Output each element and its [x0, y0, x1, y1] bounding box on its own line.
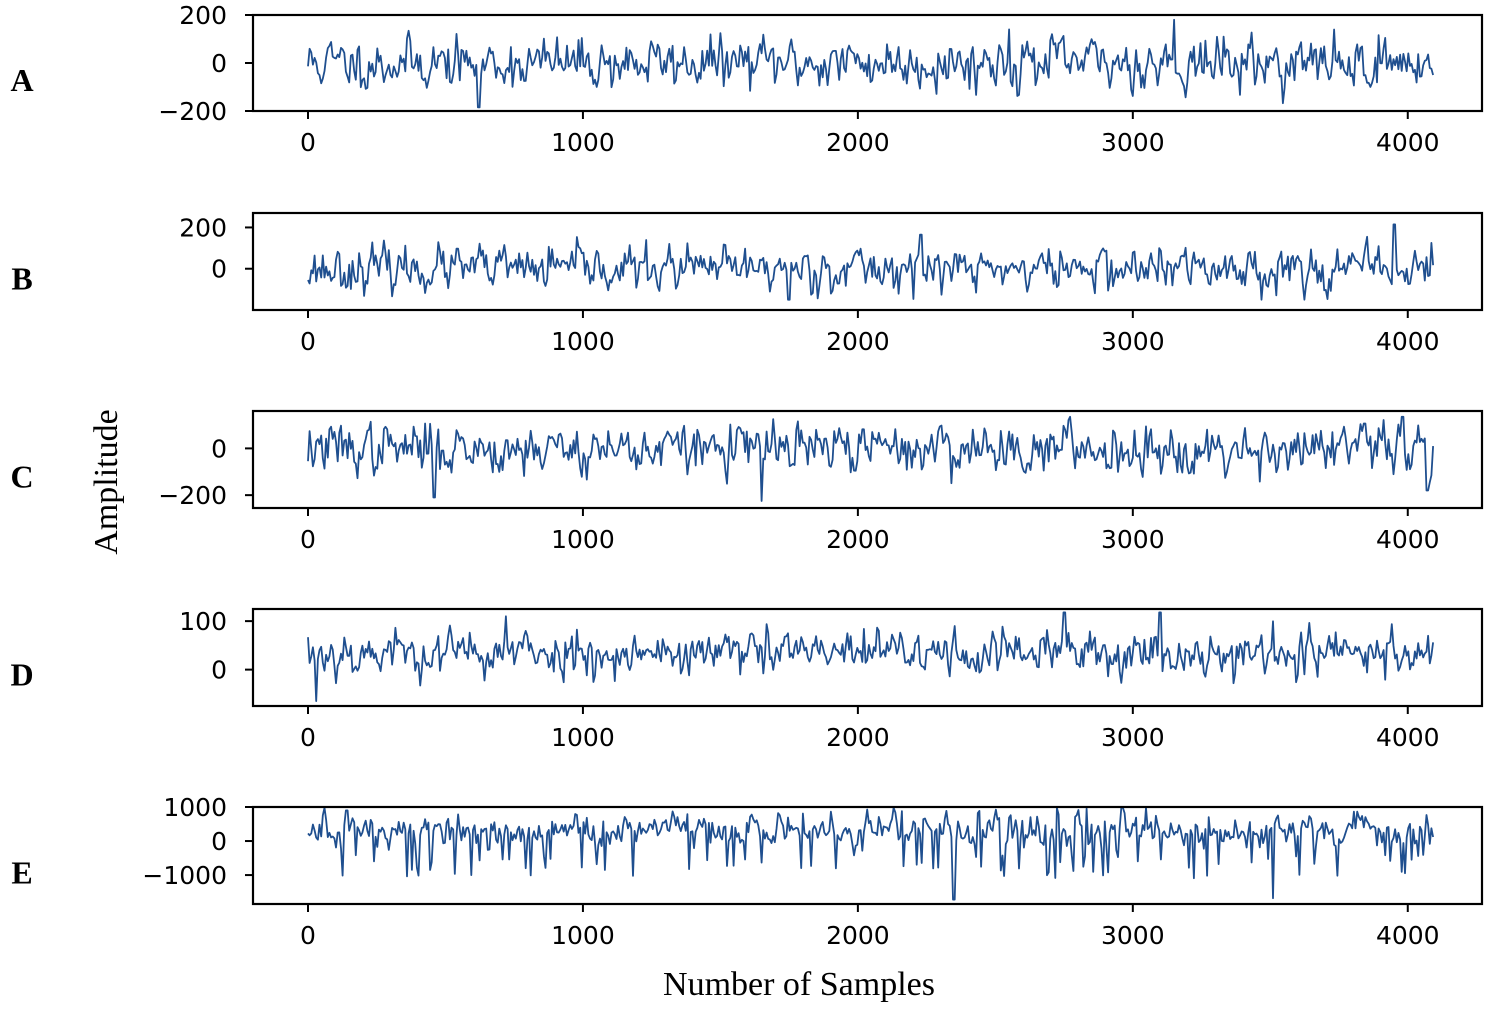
signal-line: [307, 806, 1434, 901]
x-tick-label: 3000: [1101, 723, 1165, 752]
panel-c: C 0 1000 2000 3000 4000 −200 0: [10, 409, 1484, 554]
x-tick-label: 4000: [1376, 723, 1440, 752]
x-tick-label: 3000: [1101, 128, 1165, 157]
x-tick-label: 0: [300, 327, 316, 356]
x-tick-label: 0: [300, 723, 316, 752]
y-tick-label: 1000: [163, 793, 227, 822]
panel-a: A 0 1000 2000 3000 4000 −200 0 200: [10, 1, 1484, 157]
y-tick-label: 0: [211, 434, 227, 463]
x-tick-label: 1000: [551, 921, 615, 950]
y-tick-label: 100: [179, 607, 227, 636]
panel-label: D: [10, 657, 33, 693]
plot-frame: [251, 805, 1484, 906]
panel-e: E 0 1000 2000 3000 4000 −1000 0 1000: [11, 793, 1484, 950]
panel-b: B 0 1000 2000 3000 4000 0 200: [11, 211, 1484, 356]
panel-label: E: [11, 855, 32, 891]
x-tick-label: 2000: [826, 525, 890, 554]
x-tick-label: 0: [300, 525, 316, 554]
signal-line: [307, 18, 1434, 109]
x-tick-label: 0: [300, 128, 316, 157]
x-tick-label: 1000: [551, 327, 615, 356]
plot-frame: [251, 607, 1484, 708]
x-tick-label: 0: [300, 921, 316, 950]
x-tick-label: 1000: [551, 128, 615, 157]
plot-frame: [251, 409, 1484, 510]
panel-d: D 0 1000 2000 3000 4000 0 100: [10, 607, 1484, 752]
x-tick-label: 2000: [826, 723, 890, 752]
y-tick-label: −200: [158, 97, 227, 126]
panel-label: B: [11, 261, 32, 297]
x-tick-label: 1000: [551, 525, 615, 554]
x-tick-label: 2000: [826, 327, 890, 356]
y-tick-label: −1000: [142, 861, 227, 890]
x-tick-label: 3000: [1101, 921, 1165, 950]
panel-label: C: [10, 459, 33, 495]
y-tick-label: 0: [211, 827, 227, 856]
y-tick-label: 200: [179, 213, 227, 242]
y-tick-label: −200: [158, 481, 227, 510]
signal-line: [307, 223, 1434, 301]
x-tick-label: 1000: [551, 723, 615, 752]
x-tick-label: 4000: [1376, 128, 1440, 157]
plot-frame: [251, 211, 1484, 312]
x-axis-title: Number of Samples: [663, 966, 935, 1003]
y-tick-label: 200: [179, 1, 227, 30]
x-tick-label: 3000: [1101, 327, 1165, 356]
x-tick-label: 2000: [826, 128, 890, 157]
x-tick-label: 4000: [1376, 525, 1440, 554]
y-tick-label: 0: [211, 255, 227, 284]
panel-label: A: [10, 62, 33, 98]
x-tick-label: 4000: [1376, 327, 1440, 356]
signal-line: [307, 611, 1434, 702]
y-axis-title: Amplitude: [88, 409, 125, 554]
x-tick-label: 2000: [826, 921, 890, 950]
x-tick-label: 4000: [1376, 921, 1440, 950]
signal-line: [307, 415, 1434, 502]
y-tick-label: 0: [211, 656, 227, 685]
x-tick-label: 3000: [1101, 525, 1165, 554]
y-tick-label: 0: [211, 49, 227, 78]
